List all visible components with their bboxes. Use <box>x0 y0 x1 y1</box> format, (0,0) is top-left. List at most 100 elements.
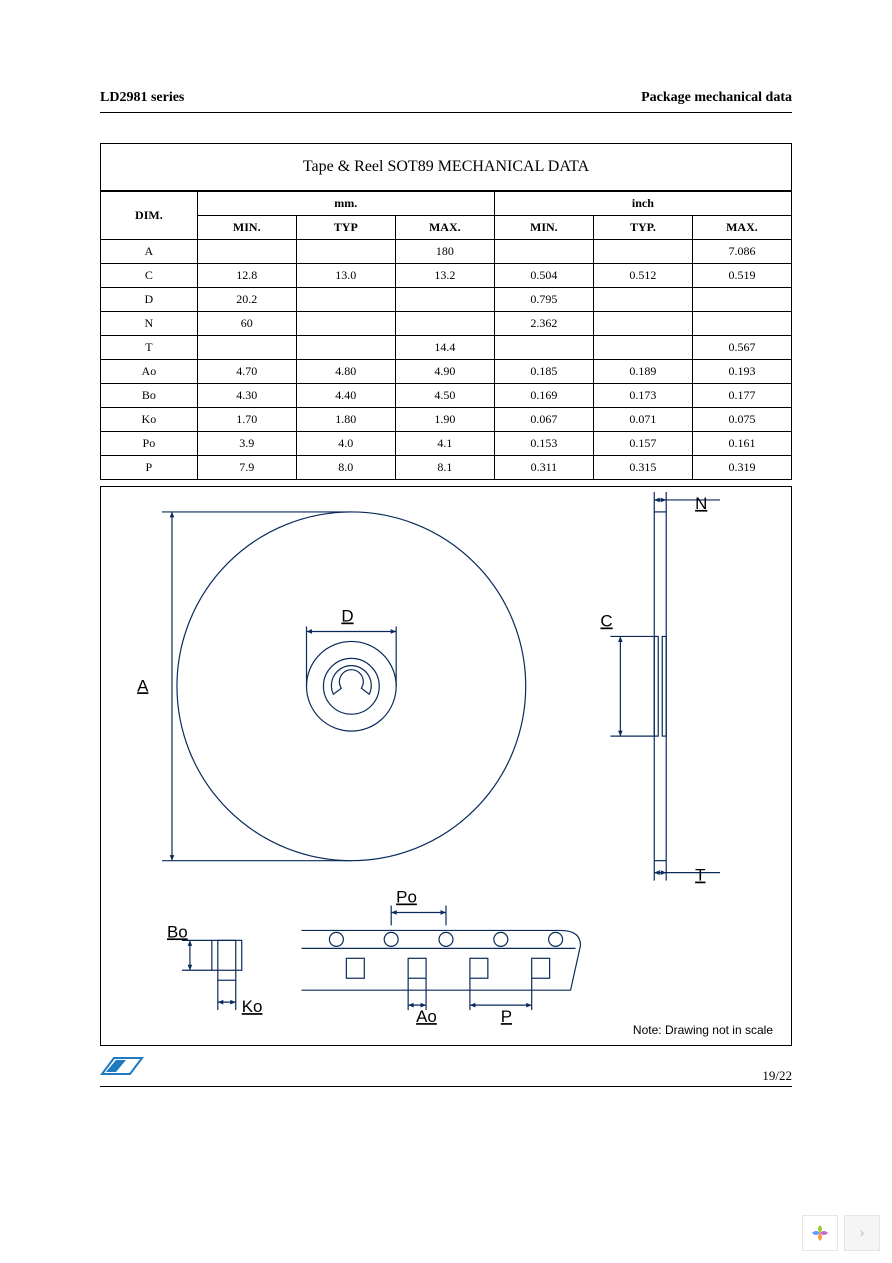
cell-value: 0.315 <box>593 456 692 480</box>
cell-value: 0.067 <box>494 408 593 432</box>
cell-value: 2.362 <box>494 312 593 336</box>
cell-value: 4.50 <box>395 384 494 408</box>
cell-value: 0.169 <box>494 384 593 408</box>
cell-value: 0.519 <box>692 264 791 288</box>
cell-value <box>593 312 692 336</box>
cell-value: 0.185 <box>494 360 593 384</box>
chevron-right-icon: › <box>859 1224 864 1242</box>
table-row: Ko1.701.801.900.0670.0710.075 <box>101 408 792 432</box>
cell-value: 4.40 <box>296 384 395 408</box>
cell-value <box>593 240 692 264</box>
table-row: A1807.086 <box>101 240 792 264</box>
table-row: C12.813.013.20.5040.5120.519 <box>101 264 792 288</box>
cell-value: 0.193 <box>692 360 791 384</box>
header-section: Package mechanical data <box>641 90 792 106</box>
cell-dim: C <box>101 264 198 288</box>
th-dim: DIM. <box>101 192 198 240</box>
cell-value <box>395 312 494 336</box>
cell-dim: Bo <box>101 384 198 408</box>
page-header: LD2981 series Package mechanical data <box>100 90 792 113</box>
svg-text:A: A <box>137 676 149 695</box>
cell-value: 0.504 <box>494 264 593 288</box>
cell-value: 3.9 <box>197 432 296 456</box>
cell-value: 0.319 <box>692 456 791 480</box>
cell-value <box>593 288 692 312</box>
th-mm-typ: TYP <box>296 216 395 240</box>
diagram-svg: ADCNTPoAoPBoKo <box>101 487 791 1045</box>
cell-value <box>494 336 593 360</box>
table-row: T14.40.567 <box>101 336 792 360</box>
cell-value: 1.90 <box>395 408 494 432</box>
svg-text:Bo: Bo <box>167 922 188 941</box>
cell-value <box>692 312 791 336</box>
cell-value: 0.157 <box>593 432 692 456</box>
cell-value: 0.311 <box>494 456 593 480</box>
svg-text:D: D <box>341 607 353 626</box>
table-row: Bo4.304.404.500.1690.1730.177 <box>101 384 792 408</box>
cell-value: 0.075 <box>692 408 791 432</box>
th-in-max: MAX. <box>692 216 791 240</box>
cell-value: 8.1 <box>395 456 494 480</box>
cell-dim: D <box>101 288 198 312</box>
cell-value <box>395 288 494 312</box>
cell-value: 1.80 <box>296 408 395 432</box>
cell-value: 0.177 <box>692 384 791 408</box>
next-page-button[interactable]: › <box>844 1215 880 1251</box>
table-row: N60 2.362 <box>101 312 792 336</box>
cell-value: 4.30 <box>197 384 296 408</box>
title-box: Tape & Reel SOT89 MECHANICAL DATA <box>100 143 792 191</box>
table-row: Po3.94.04.10.1530.1570.161 <box>101 432 792 456</box>
th-mm-min: MIN. <box>197 216 296 240</box>
sub-header-row: MIN. TYP MAX. MIN. TYP. MAX. <box>101 216 792 240</box>
st-logo-icon <box>100 1054 144 1084</box>
cell-value: 0.153 <box>494 432 593 456</box>
cell-value: 0.567 <box>692 336 791 360</box>
th-mm-max: MAX. <box>395 216 494 240</box>
cell-value: 4.1 <box>395 432 494 456</box>
figure-title: Tape & Reel SOT89 MECHANICAL DATA <box>303 158 589 175</box>
cell-dim: Po <box>101 432 198 456</box>
cell-value: 0.189 <box>593 360 692 384</box>
svg-text:N: N <box>695 494 707 513</box>
cell-value: 0.795 <box>494 288 593 312</box>
svg-text:Po: Po <box>396 888 417 907</box>
cell-value: 4.90 <box>395 360 494 384</box>
diagram-note: Note: Drawing not in scale <box>633 1023 773 1037</box>
cell-value <box>296 288 395 312</box>
cell-value: 13.2 <box>395 264 494 288</box>
cell-value <box>296 312 395 336</box>
svg-text:Ao: Ao <box>416 1007 437 1026</box>
cell-value: 1.70 <box>197 408 296 432</box>
svg-text:T: T <box>695 866 705 885</box>
cell-value: 0.173 <box>593 384 692 408</box>
th-in-typ: TYP. <box>593 216 692 240</box>
table-row: P7.98.08.10.3110.3150.319 <box>101 456 792 480</box>
cell-value: 4.80 <box>296 360 395 384</box>
cell-value: 0.161 <box>692 432 791 456</box>
cell-value <box>494 240 593 264</box>
cell-value <box>593 336 692 360</box>
cell-value: 14.4 <box>395 336 494 360</box>
cell-dim: A <box>101 240 198 264</box>
cell-value: 4.0 <box>296 432 395 456</box>
th-inch: inch <box>494 192 791 216</box>
th-mm: mm. <box>197 192 494 216</box>
cell-dim: Ao <box>101 360 198 384</box>
svg-text:P: P <box>501 1007 512 1026</box>
cell-value: 8.0 <box>296 456 395 480</box>
cell-dim: N <box>101 312 198 336</box>
cell-value: 0.512 <box>593 264 692 288</box>
cell-value <box>296 240 395 264</box>
cell-value: 4.70 <box>197 360 296 384</box>
cell-value: 13.0 <box>296 264 395 288</box>
svg-text:C: C <box>600 612 612 631</box>
viewer-nav: › <box>802 1215 880 1251</box>
viewer-logo-icon[interactable] <box>802 1215 838 1251</box>
cell-dim: Ko <box>101 408 198 432</box>
cell-value: 60 <box>197 312 296 336</box>
dimensions-table: DIM. mm. inch MIN. TYP MAX. MIN. TYP. MA… <box>100 191 792 480</box>
cell-value: 0.071 <box>593 408 692 432</box>
cell-value <box>296 336 395 360</box>
cell-value: 20.2 <box>197 288 296 312</box>
th-in-min: MIN. <box>494 216 593 240</box>
